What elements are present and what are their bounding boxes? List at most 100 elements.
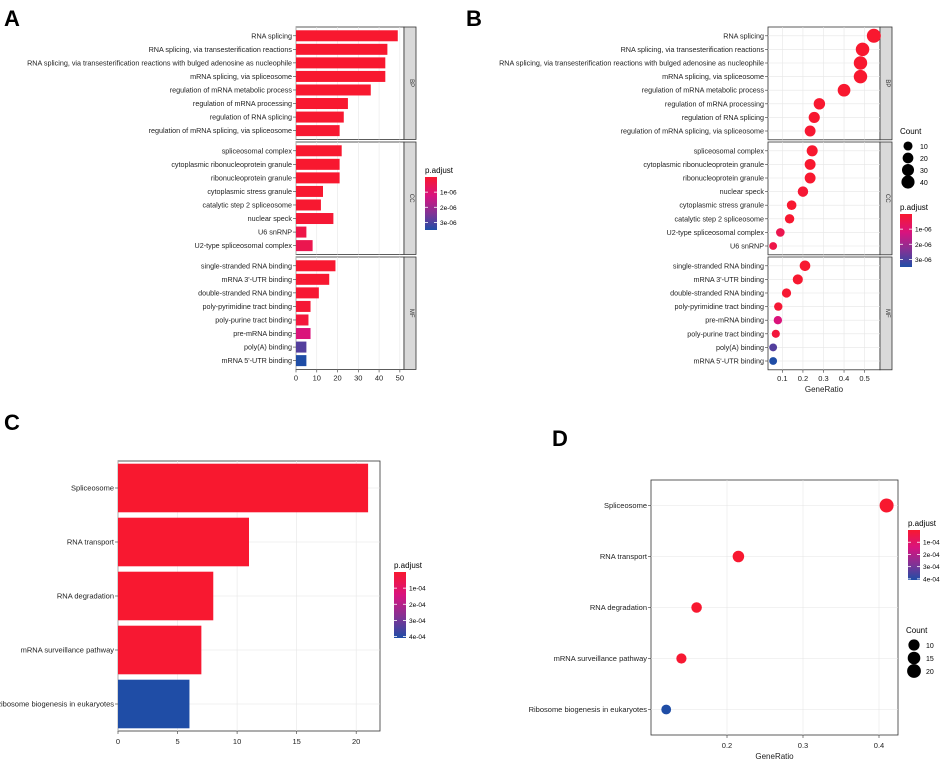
bar: [296, 30, 398, 42]
panel-label-c: C: [4, 410, 20, 435]
panel-b-go-dot-plot: BP RNA splicing RNA splicing, via transest…: [499, 26, 932, 394]
bar: [296, 70, 386, 82]
legend-title: p.adjust: [394, 561, 423, 570]
panel-label-d: D: [552, 426, 568, 451]
size-legend-dot: [903, 141, 913, 151]
size-legend-dot: [908, 639, 920, 651]
category-label: regulation of mRNA splicing, via spliceo…: [621, 127, 764, 136]
size-legend-dot: [902, 152, 914, 164]
panel-d-kegg-dot-plot: Spliceosome RNA transport RNA degradation m…: [529, 479, 940, 761]
category-label: poly-pyrimidine tract binding: [203, 302, 293, 311]
category-label: Ribosome biogenesis in eukaryotes: [529, 705, 648, 714]
category-label: catalytic step 2 spliceosome: [675, 214, 765, 223]
size-legend-dot: [901, 175, 915, 189]
x-tick-label: 0: [294, 373, 298, 382]
category-label: RNA splicing, via transesterification re…: [621, 45, 765, 54]
category-label: cytoplasmic ribonucleoprotein granule: [643, 160, 764, 169]
bar: [296, 84, 371, 96]
legend-title: p.adjust: [908, 519, 937, 528]
category-label: regulation of mRNA processing: [665, 99, 764, 108]
dot: [771, 329, 780, 338]
category-label: single-stranded RNA binding: [201, 261, 292, 270]
x-tick-label: 0.2: [722, 741, 732, 750]
facet-strip: [879, 26, 893, 141]
x-tick-label: 0.4: [874, 741, 884, 750]
category-label: Ribosome biogenesis in eukaryotes: [0, 700, 114, 709]
dot: [676, 653, 687, 664]
dot: [792, 274, 803, 285]
size-legend-label: 30: [920, 168, 928, 175]
dot: [797, 186, 809, 197]
x-tick-label: 0.4: [839, 374, 849, 383]
legend-label: 2e-06: [915, 242, 932, 249]
legend-label: 3e-06: [440, 220, 457, 227]
bar: [296, 111, 344, 123]
facet-strip-label: BP: [408, 79, 414, 87]
legend-label: 2e-04: [409, 602, 426, 609]
category-label: regulation of RNA splicing: [682, 113, 764, 122]
bar: [118, 517, 249, 567]
category-label: spliceosomal complex: [222, 146, 293, 155]
size-legend-dot: [901, 163, 915, 177]
category-label: pre-mRNA binding: [233, 329, 292, 338]
category-label: mRNA surveillance pathway: [21, 646, 115, 655]
dot: [806, 145, 818, 157]
dot: [773, 315, 783, 325]
category-label: poly-purine tract binding: [215, 315, 292, 324]
category-label: RNA splicing, via transesterification re…: [149, 45, 293, 54]
size-legend-label: 15: [926, 656, 934, 663]
legend-label: 4e-04: [409, 634, 426, 641]
category-label: RNA transport: [600, 552, 648, 561]
dot: [774, 302, 783, 311]
x-tick-label: 20: [333, 373, 341, 382]
category-label: Spliceosome: [71, 484, 114, 493]
legend-label: 3e-04: [923, 564, 940, 571]
facet-strip-label: CC: [884, 194, 890, 203]
dot: [732, 550, 745, 563]
x-tick-label: 5: [175, 737, 179, 746]
legend-label: 3e-04: [409, 618, 426, 625]
dot: [661, 704, 672, 715]
legend-label: 1e-06: [440, 190, 457, 197]
category-label: cytoplasmic stress granule: [207, 187, 292, 196]
facet-strip: [403, 256, 417, 370]
facet-strip: [403, 141, 417, 255]
bar: [296, 98, 348, 110]
category-label: U2-type spliceosomal complex: [667, 228, 765, 237]
bar: [296, 240, 313, 252]
x-tick-label: 0.2: [798, 374, 808, 383]
bar: [296, 213, 334, 225]
category-label: cytoplasmic ribonucleoprotein granule: [171, 160, 292, 169]
dot: [879, 498, 894, 513]
category-label: Spliceosome: [604, 501, 647, 510]
size-legend-label: 10: [920, 144, 928, 151]
size-legend-label: 40: [920, 180, 928, 187]
bar: [296, 185, 323, 197]
category-label: RNA splicing, via transesterification re…: [27, 58, 292, 67]
facet-strip: [403, 26, 417, 140]
dot: [866, 28, 881, 43]
size-legend-dot: [907, 664, 921, 678]
dot: [769, 343, 778, 352]
category-label: single-stranded RNA binding: [673, 261, 764, 270]
bar: [296, 314, 309, 326]
category-label: regulation of mRNA processing: [193, 99, 292, 108]
dot: [855, 42, 870, 57]
dot: [804, 158, 816, 170]
category-label: pre-mRNA binding: [705, 316, 764, 325]
bar: [296, 172, 340, 184]
category-label: catalytic step 2 spliceosome: [203, 200, 293, 209]
bar: [296, 328, 311, 340]
size-legend-label: 20: [920, 156, 928, 163]
category-label: nuclear speck: [720, 187, 765, 196]
x-tick-label: 0.3: [818, 374, 828, 383]
dot: [776, 228, 785, 237]
category-label: mRNA 5'-UTR binding: [694, 357, 764, 366]
category-label: double-stranded RNA binding: [198, 288, 292, 297]
dot: [837, 83, 851, 97]
size-legend-title: Count: [906, 626, 928, 635]
dot: [691, 602, 702, 613]
bar: [296, 260, 336, 272]
panel-label-a: A: [4, 6, 20, 31]
bar: [296, 145, 342, 157]
